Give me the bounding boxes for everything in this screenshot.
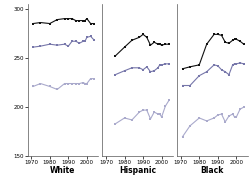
X-axis label: White: White xyxy=(50,166,76,175)
X-axis label: Hispanic: Hispanic xyxy=(119,166,156,175)
X-axis label: Black: Black xyxy=(200,166,224,175)
